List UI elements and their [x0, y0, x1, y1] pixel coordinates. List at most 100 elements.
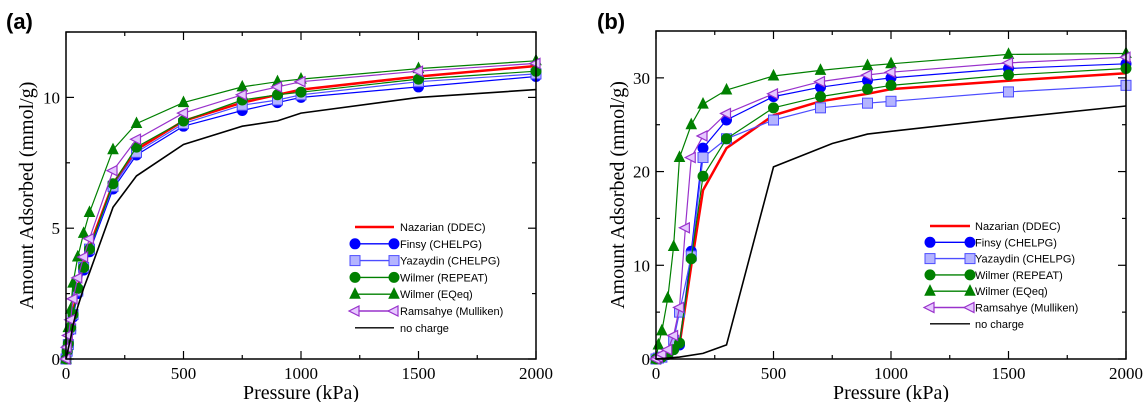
- y-tick-label: 20: [633, 163, 650, 182]
- y-axis-title: Amount Adsorbed (mmol/g): [16, 82, 38, 310]
- data-point: [1003, 86, 1014, 98]
- legend-marker: [924, 236, 936, 248]
- data-point: [697, 96, 709, 109]
- data-point: [176, 107, 189, 120]
- chart-panel-a: (a) 0 500 1000 1500 2000 0 5 10 Pressure (kPa) Amo…: [6, 9, 553, 402]
- x-tick-label: 2000: [1109, 364, 1143, 383]
- data-point: [130, 116, 143, 129]
- data-point: [270, 80, 283, 93]
- data-point: [660, 343, 673, 356]
- data-point: [652, 337, 665, 350]
- data-point: [411, 65, 424, 78]
- legend-entry: Wilmer (EQeq): [349, 287, 473, 301]
- data-point: [76, 251, 89, 263]
- data-point: [683, 151, 696, 164]
- series-wilmer-eqeq: [60, 53, 542, 364]
- x-tick-label: 500: [171, 364, 197, 383]
- series-finsy-chelpg: [60, 70, 542, 365]
- y-tick-label: 10: [633, 256, 650, 275]
- panel-label: (a): [6, 9, 33, 34]
- chart-panel-b: (b) 0 500 1000 1500 2000 0 10 20 30 Pressure (kPa)…: [597, 9, 1143, 402]
- legend-marker: [388, 287, 400, 299]
- legend-marker: [349, 287, 361, 299]
- legend-label: Ramsahye (Mulliken): [400, 306, 503, 318]
- data-point: [720, 82, 733, 95]
- legend-entry: no charge: [930, 319, 1024, 331]
- legend-label: Wilmer (EQeq): [400, 289, 473, 301]
- data-point: [234, 88, 247, 101]
- data-point: [767, 68, 780, 81]
- data-point: [814, 63, 827, 75]
- data-point: [528, 57, 541, 70]
- y-axis-title: Amount Adsorbed (mmol/g): [607, 81, 629, 309]
- legend-marker: [388, 238, 400, 250]
- legend-entry: Ramsahye (Mulliken): [347, 305, 503, 318]
- data-point: [1003, 69, 1014, 81]
- legend-marker: [349, 238, 361, 250]
- data-point: [885, 56, 897, 69]
- data-point: [673, 150, 686, 163]
- y-tick-label: 0: [642, 350, 651, 369]
- data-point: [77, 226, 90, 238]
- legend-label: Ramsahye (Mulliken): [975, 303, 1078, 315]
- data-point: [654, 348, 667, 361]
- data-point: [695, 129, 708, 142]
- data-point: [1002, 47, 1015, 59]
- data-point: [768, 114, 779, 126]
- legend-label: Finsy (CHELPG): [975, 237, 1057, 249]
- legend-marker: [922, 301, 935, 314]
- data-point: [82, 232, 95, 245]
- legend-label: Wilmer (REPEAT): [975, 270, 1063, 282]
- x-tick-label: 1000: [284, 364, 318, 383]
- data-point: [666, 329, 679, 342]
- data-point: [177, 95, 190, 108]
- x-tick-label: 2000: [519, 364, 553, 383]
- x-tick-label: 0: [652, 364, 661, 383]
- data-point: [105, 164, 118, 177]
- data-point: [1118, 51, 1131, 64]
- legend-marker: [388, 271, 400, 283]
- series-line: [65, 88, 537, 360]
- data-point: [860, 69, 873, 82]
- data-point: [697, 152, 709, 164]
- legend-marker: [347, 305, 360, 317]
- data-point: [697, 142, 709, 154]
- data-point: [64, 302, 77, 314]
- data-point: [667, 239, 680, 252]
- x-axis-title: Pressure (kPa): [243, 382, 359, 402]
- legend-marker: [964, 253, 976, 265]
- data-point: [678, 221, 690, 234]
- data-point: [672, 301, 685, 314]
- data-point: [861, 58, 874, 71]
- legend-marker: [924, 253, 936, 265]
- legend-marker: [349, 255, 361, 267]
- series-line: [65, 62, 537, 360]
- legend-label: Wilmer (REPEAT): [400, 272, 488, 284]
- data-point: [656, 323, 668, 336]
- legend-marker: [962, 301, 975, 314]
- series-no-charge: [65, 88, 537, 360]
- data-point: [768, 102, 779, 114]
- y-tick-label: 5: [52, 219, 61, 238]
- legend-label: Finsy (CHELPG): [400, 239, 482, 251]
- legend-label: Nazarian (DDEC): [975, 221, 1061, 233]
- legend-label: Nazarian (DDEC): [400, 222, 486, 234]
- data-point: [862, 97, 873, 109]
- series-line: [655, 105, 1127, 360]
- data-point: [815, 91, 826, 103]
- legend-entry: Ramsahye (Mulliken): [922, 301, 1078, 315]
- data-point: [65, 292, 78, 305]
- data-point: [83, 205, 96, 218]
- legend-label: Yazaydin (CHELPG): [975, 254, 1075, 266]
- legend-entry: Finsy (CHELPG): [924, 236, 1057, 249]
- series-no-charge: [655, 105, 1127, 360]
- x-tick-label: 1500: [992, 364, 1026, 383]
- data-point: [885, 79, 897, 91]
- legend-label: no charge: [400, 323, 449, 335]
- series-wilmer-eqeq: [650, 46, 1132, 364]
- x-tick-label: 1000: [874, 364, 908, 383]
- legend-entry: Nazarian (DDEC): [930, 221, 1061, 233]
- legend-marker: [386, 305, 399, 317]
- legend-label: Yazaydin (CHELPG): [400, 256, 500, 268]
